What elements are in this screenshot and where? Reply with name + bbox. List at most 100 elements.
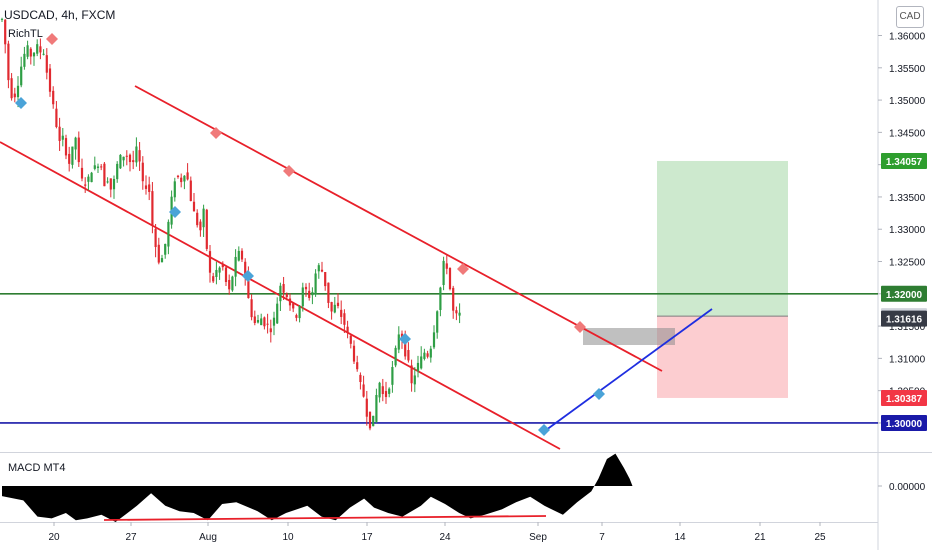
candle-body bbox=[295, 315, 298, 318]
candle bbox=[384, 381, 388, 404]
candle bbox=[135, 137, 138, 167]
candle-body bbox=[362, 384, 365, 397]
candle bbox=[439, 286, 442, 317]
candle-body bbox=[256, 319, 260, 323]
price-tick-label: 1.32500 bbox=[889, 258, 926, 269]
candle bbox=[61, 127, 64, 147]
candle-body bbox=[48, 68, 52, 92]
candle bbox=[141, 156, 144, 190]
candle-body bbox=[285, 293, 288, 298]
candle bbox=[231, 275, 234, 292]
candle-body bbox=[394, 347, 397, 366]
candle-body bbox=[29, 48, 32, 57]
candle-body bbox=[330, 301, 333, 312]
candle bbox=[176, 174, 180, 179]
candle bbox=[260, 313, 263, 326]
time-tick-label: 25 bbox=[814, 532, 826, 543]
candle-body bbox=[116, 163, 119, 180]
candle bbox=[256, 314, 260, 324]
candle-body bbox=[13, 93, 16, 98]
candle bbox=[167, 219, 170, 255]
swing-marker bbox=[283, 165, 295, 177]
candle-body bbox=[61, 135, 64, 140]
candle bbox=[212, 272, 215, 284]
time-tick-label: Sep bbox=[529, 532, 547, 543]
trend-line-2 bbox=[541, 308, 713, 434]
candle-body bbox=[208, 251, 212, 273]
candle-body bbox=[416, 362, 420, 372]
candle-body bbox=[119, 154, 122, 169]
candle-body bbox=[231, 276, 234, 291]
candle-body bbox=[324, 271, 327, 287]
candle-body bbox=[308, 290, 311, 298]
candle-body bbox=[176, 175, 180, 178]
candle bbox=[221, 261, 224, 271]
candle bbox=[368, 411, 372, 431]
candle-body bbox=[26, 45, 29, 57]
candle-body bbox=[448, 267, 452, 290]
candle-body bbox=[244, 261, 247, 276]
candle bbox=[74, 136, 77, 160]
candle bbox=[343, 309, 346, 333]
currency-button[interactable]: CAD bbox=[896, 6, 924, 28]
candle bbox=[7, 40, 10, 89]
candle bbox=[311, 287, 314, 305]
candle bbox=[77, 131, 80, 167]
candle bbox=[64, 134, 68, 160]
candle bbox=[36, 39, 39, 57]
symbol-title: USDCAD, 4h, FXCM bbox=[4, 8, 116, 22]
candle-body bbox=[71, 146, 74, 165]
price-tick-label: 1.33000 bbox=[889, 225, 926, 236]
candle bbox=[301, 282, 304, 312]
candle bbox=[215, 261, 218, 285]
candle bbox=[330, 301, 333, 320]
candle-body bbox=[276, 303, 279, 324]
indicator-label[interactable]: RichTL bbox=[8, 28, 43, 40]
candle-body bbox=[157, 244, 160, 263]
candle-body bbox=[260, 318, 263, 326]
candle-body bbox=[391, 367, 394, 385]
candle-body bbox=[381, 386, 384, 395]
candle bbox=[436, 310, 439, 339]
time-tick-label: 24 bbox=[439, 532, 451, 543]
candle bbox=[192, 192, 196, 212]
candles-layer bbox=[0, 17, 461, 431]
candle-body bbox=[4, 19, 7, 45]
candle bbox=[269, 319, 272, 343]
candle-body bbox=[80, 167, 84, 179]
candle-body bbox=[336, 302, 340, 307]
price-tick-label: 1.35500 bbox=[889, 64, 926, 75]
candle-body bbox=[199, 221, 202, 231]
candle bbox=[13, 87, 16, 103]
candle-body bbox=[298, 306, 301, 319]
candle-body bbox=[292, 303, 295, 309]
candle-body bbox=[0, 18, 4, 20]
price-tick-label: 1.35000 bbox=[889, 96, 926, 107]
candle bbox=[362, 375, 365, 398]
candle bbox=[388, 387, 391, 398]
price-tick-label: 1.34500 bbox=[889, 128, 926, 139]
swing-marker bbox=[242, 270, 254, 282]
candle-body bbox=[455, 310, 458, 314]
candle bbox=[10, 73, 13, 101]
candle bbox=[276, 297, 279, 325]
time-tick-label: 27 bbox=[125, 532, 137, 543]
candle bbox=[228, 274, 231, 295]
candle bbox=[394, 345, 397, 368]
candle-body bbox=[356, 362, 359, 370]
candle bbox=[282, 276, 285, 300]
candle bbox=[279, 282, 282, 311]
candle-body bbox=[234, 256, 237, 277]
candle-body bbox=[346, 326, 349, 333]
macd-label[interactable]: MACD MT4 bbox=[8, 462, 66, 474]
candle-body bbox=[42, 53, 45, 55]
candle bbox=[346, 320, 349, 339]
price-axis-bg bbox=[878, 0, 932, 550]
candle-body bbox=[205, 209, 208, 249]
candle-body bbox=[420, 356, 423, 369]
candle bbox=[71, 146, 74, 169]
candle-body bbox=[189, 180, 192, 202]
candle bbox=[349, 334, 352, 349]
candle-body bbox=[352, 345, 356, 362]
